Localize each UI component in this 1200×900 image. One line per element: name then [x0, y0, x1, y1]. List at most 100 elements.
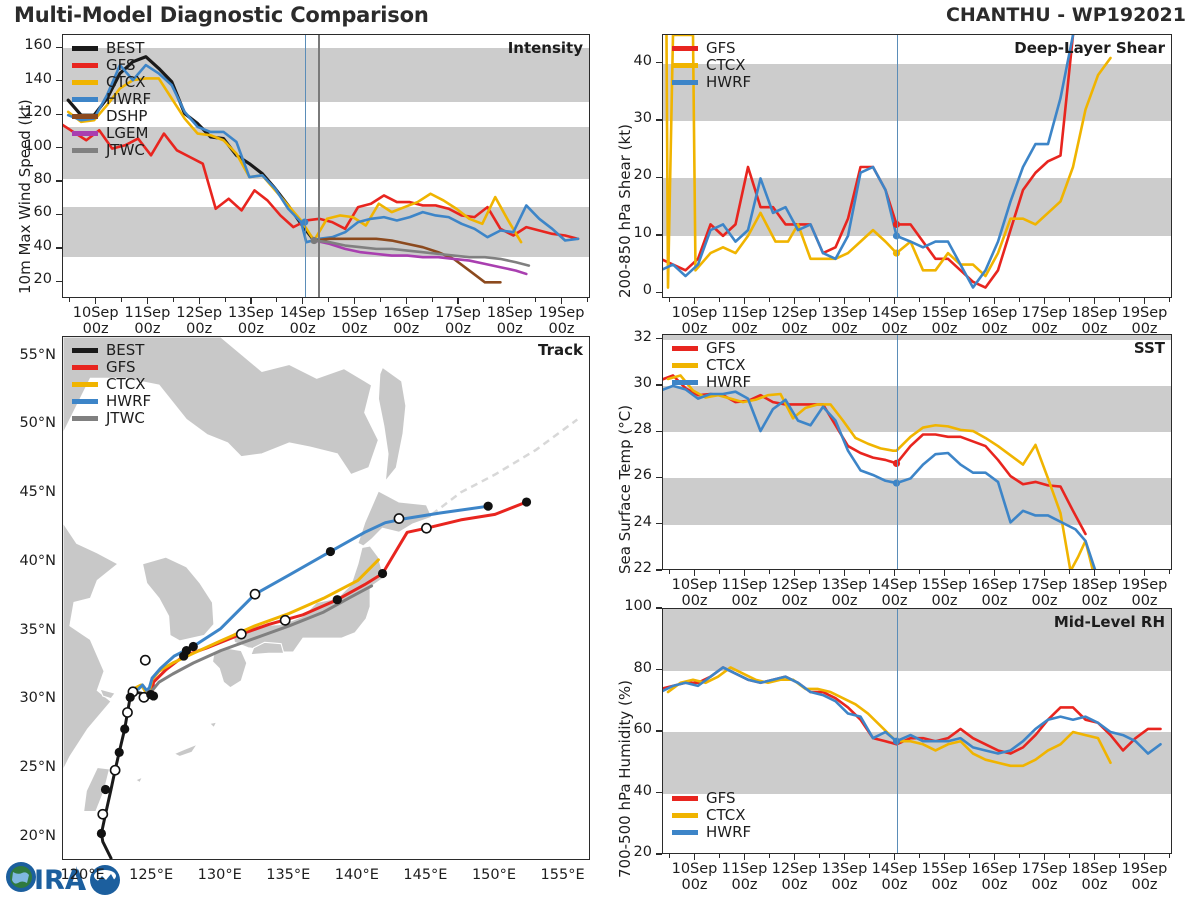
legend-swatch-ctcx — [672, 813, 698, 818]
shaded-band — [63, 207, 589, 258]
map-lon-label: 145°E — [403, 867, 448, 883]
legend-label-jtwc: JTWC — [106, 141, 145, 159]
x-tick-hour: 00z — [1031, 320, 1058, 337]
x-tick-mark — [146, 298, 149, 304]
legend-item-ctcx: CTCX — [672, 807, 751, 824]
x-tick-mark — [509, 298, 511, 304]
track-point-nighttime — [332, 595, 342, 605]
sst-series-svg — [663, 374, 1097, 569]
y-tick-label: 20 — [633, 167, 652, 184]
intensity-y-axis-label: 10m Max Wind Speed (kt) — [16, 99, 34, 294]
storm-identifier: CHANTHU - WP192021 — [945, 4, 1186, 26]
legend-label-gfs: GFS — [706, 39, 736, 57]
y-tick-label: 140 — [24, 70, 52, 87]
x-tick-mark — [1143, 570, 1146, 576]
shear-y-axis-label: 200-850 hPa Shear (kt) — [616, 124, 634, 298]
y-tick-mark — [656, 730, 662, 732]
x-tick-hour: 00z — [1081, 320, 1108, 337]
x-tick-mark — [793, 854, 796, 860]
legend-swatch-jtwc — [72, 148, 98, 153]
landmass-kuril-islands — [431, 418, 579, 516]
x-minor-tick — [968, 570, 971, 574]
x-tick-day: 17Sep — [1021, 305, 1068, 321]
legend-label-hwrf: HWRF — [106, 392, 152, 410]
series-line-ctcx — [66, 77, 523, 244]
x-minor-tick — [586, 298, 588, 302]
legend-label-gfs: GFS — [106, 56, 136, 74]
x-minor-tick — [1018, 570, 1021, 574]
y-tick-mark — [656, 234, 662, 236]
track-point-daytime — [235, 628, 247, 640]
x-tick-mark — [693, 298, 696, 304]
x-tick-hour: 00z — [981, 876, 1008, 893]
map-lat-label: 50°N — [19, 415, 56, 432]
track-legend: BEST GFS CTCX HWRF JTWC — [72, 342, 151, 427]
x-tick-label: 14Sep 00z — [862, 861, 928, 893]
x-minor-tick — [1118, 298, 1121, 302]
x-tick-day: 11Sep — [721, 305, 768, 321]
x-tick-hour: 00z — [781, 876, 808, 893]
x-tick-label: 16Sep 00z — [962, 861, 1028, 893]
rh-legend: GFS CTCX HWRF — [672, 790, 751, 841]
y-tick-mark — [656, 430, 662, 432]
y-tick-mark — [656, 853, 662, 855]
x-minor-tick — [120, 298, 123, 302]
legend-swatch-lgem — [72, 131, 98, 136]
x-tick-day: 13Sep — [821, 305, 868, 321]
x-tick-label: 15Sep 00z — [912, 577, 978, 609]
x-tick-day: 17Sep — [435, 305, 481, 321]
track-line-jtwc — [143, 584, 374, 695]
x-tick-mark — [1143, 854, 1146, 860]
x-tick-mark — [943, 298, 946, 304]
x-tick-day: 11Sep — [124, 305, 171, 321]
shaded-band — [63, 48, 589, 102]
y-tick-mark — [56, 247, 62, 249]
legend-swatch-dshp — [72, 114, 98, 119]
map-lon-label: 125°E — [129, 867, 174, 883]
legend-item-gfs: GFS — [72, 57, 151, 74]
x-tick-mark — [843, 298, 846, 304]
x-minor-tick — [431, 298, 433, 302]
y-tick-label: 80 — [633, 659, 652, 676]
x-tick-hour: 00z — [289, 320, 316, 337]
x-tick-day: 18Sep — [1071, 577, 1118, 593]
track-point-nighttime — [181, 645, 192, 656]
x-minor-tick — [868, 570, 871, 574]
legend-item-gfs: GFS — [672, 40, 751, 57]
x-tick-day: 10Sep — [671, 861, 718, 877]
legend-label-ctcx: CTCX — [706, 356, 746, 374]
legend-label-ctcx: CTCX — [706, 806, 746, 824]
intensity-plot-area: Intensity — [62, 34, 590, 298]
x-tick-label: 16Sep 00z — [373, 305, 439, 337]
track-point-nighttime — [96, 828, 106, 839]
x-tick-label: 13Sep 00z — [812, 861, 878, 893]
x-tick-label: 18Sep 00z — [1062, 861, 1128, 893]
x-tick-day: 18Sep — [1071, 305, 1118, 321]
map-lon-label: 120°E — [60, 867, 105, 883]
x-tick-hour: 00z — [1131, 320, 1158, 337]
y-tick-mark — [656, 569, 662, 571]
series-line-dshp — [312, 237, 502, 284]
x-tick-mark — [743, 570, 746, 576]
legend-item-hwrf: HWRF — [672, 824, 751, 841]
x-tick-day: 12Sep — [771, 577, 818, 593]
x-tick-label: 17Sep 00z — [1012, 305, 1078, 337]
x-tick-mark — [1043, 298, 1046, 304]
x-tick-day: 16Sep — [971, 861, 1018, 877]
x-tick-label: 16Sep 00z — [962, 305, 1028, 337]
x-minor-tick — [768, 298, 771, 302]
x-tick-label: 10Sep 00z — [662, 305, 728, 337]
map-lat-label: 25°N — [19, 759, 56, 776]
x-tick-mark — [1093, 298, 1096, 304]
y-tick-label: 80 — [33, 171, 52, 188]
x-tick-mark — [302, 298, 304, 304]
x-tick-mark — [843, 570, 846, 576]
current-time-line — [304, 35, 307, 297]
y-tick-label: 160 — [24, 37, 52, 54]
y-tick-mark — [656, 337, 662, 340]
x-tick-hour: 00z — [134, 320, 161, 337]
y-tick-mark — [56, 46, 62, 48]
x-minor-tick — [768, 570, 771, 574]
x-tick-day: 18Sep — [1071, 861, 1118, 877]
x-tick-mark — [993, 298, 996, 304]
